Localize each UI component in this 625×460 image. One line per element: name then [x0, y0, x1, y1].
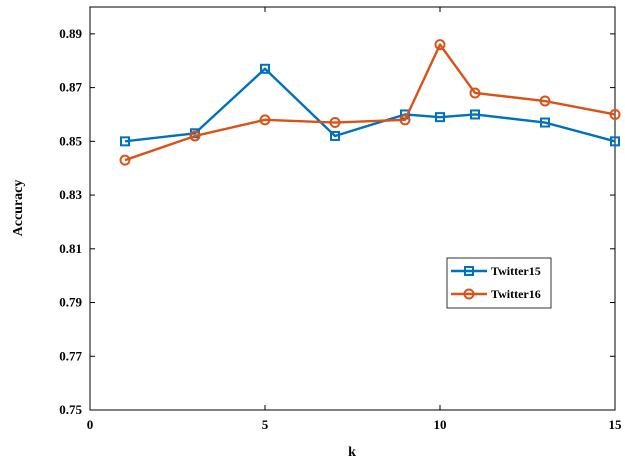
data-point-twitter16 — [119, 154, 131, 166]
series-line-twitter16 — [124, 43, 616, 162]
y-tick-label: 0.85 — [59, 133, 82, 148]
data-point-twitter15 — [470, 109, 480, 120]
data-point-twitter15 — [120, 136, 130, 147]
data-point-twitter15 — [260, 63, 270, 74]
y-tick-label: 0.77 — [59, 348, 82, 363]
y-tick-label: 0.89 — [59, 26, 82, 41]
plot-area — [89, 6, 616, 411]
legend-label-twitter16: Twitter16 — [491, 287, 541, 301]
legend: Twitter15 Twitter16 — [446, 257, 552, 309]
data-point-twitter15 — [610, 136, 620, 147]
data-point-twitter16 — [469, 87, 481, 99]
x-tick-label: 10 — [434, 417, 447, 432]
y-tick-label: 0.81 — [59, 241, 82, 256]
x-tick-label: 5 — [262, 417, 269, 432]
x-tick-label: 0 — [87, 417, 94, 432]
data-point-twitter16 — [539, 95, 551, 107]
data-point-twitter15 — [435, 112, 445, 123]
data-point-twitter16 — [434, 39, 446, 51]
data-point-twitter16 — [399, 114, 411, 126]
y-tick-label: 0.83 — [59, 187, 82, 202]
x-axis-label: k — [348, 445, 356, 460]
y-axis-label: Accuracy — [11, 180, 26, 237]
y-tick-label: 0.87 — [59, 80, 82, 95]
legend-marker-twitter16 — [463, 288, 475, 300]
data-point-twitter16 — [609, 108, 621, 120]
y-tick-label: 0.79 — [59, 295, 82, 310]
y-tick-label: 0.75 — [59, 402, 82, 417]
data-point-twitter15 — [540, 117, 550, 128]
data-point-twitter16 — [329, 117, 341, 129]
legend-label-twitter15: Twitter15 — [491, 264, 541, 278]
series-twitter16 — [119, 39, 621, 166]
x-tick-label: 15 — [609, 417, 623, 432]
data-point-twitter16 — [259, 114, 271, 126]
legend-marker-twitter15 — [464, 266, 474, 276]
data-point-twitter16 — [189, 130, 201, 142]
data-point-twitter15 — [330, 130, 340, 141]
